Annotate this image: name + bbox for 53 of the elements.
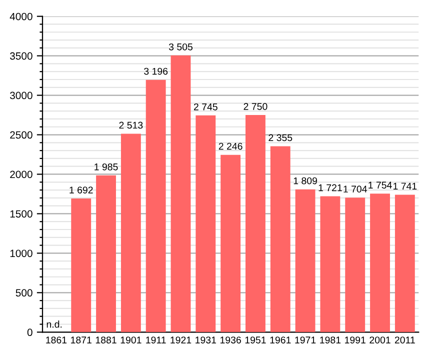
data-label: 1 754 xyxy=(368,182,392,189)
data-label: 1 704 xyxy=(344,186,367,193)
x-tick-label: 1936 xyxy=(220,336,241,344)
text: n.d. xyxy=(46,320,62,328)
bar xyxy=(270,146,290,332)
data-label: 2 355 xyxy=(268,134,292,142)
y-tick-label: 4000 xyxy=(10,12,32,20)
data-label: 3 196 xyxy=(144,68,168,75)
data-label: 1 985 xyxy=(94,163,118,170)
x-tick-label: 2011 xyxy=(394,336,415,344)
data-label: 1 741 xyxy=(394,182,417,190)
y-tick-label: 0 xyxy=(27,328,32,336)
data-label: 2 750 xyxy=(244,103,268,110)
x-tick-label: 1881 xyxy=(96,336,116,344)
data-label: 1 692 xyxy=(70,186,93,194)
bar xyxy=(71,198,92,332)
y-tick-label: 3500 xyxy=(10,52,32,60)
bar xyxy=(320,196,340,332)
bar xyxy=(394,194,415,332)
x-tick-label: 1901 xyxy=(120,336,142,344)
bar xyxy=(170,55,191,332)
x-tick-label: 1961 xyxy=(270,336,291,344)
x-tick-label: 1921 xyxy=(170,336,192,344)
y-tick-label: 500 xyxy=(16,289,32,297)
y-tick-label: 2000 xyxy=(10,170,32,178)
x-tick-label: 1991 xyxy=(345,336,366,344)
bar xyxy=(345,198,366,332)
data-label: 3 505 xyxy=(168,43,193,50)
bar xyxy=(96,175,116,332)
x-tick-label: 1971 xyxy=(295,336,316,344)
x-tick-label: 1981 xyxy=(320,336,341,344)
bar xyxy=(246,115,266,332)
data-label: 2 745 xyxy=(194,103,218,110)
data-label: 1 721 xyxy=(318,184,342,192)
x-tick-label: 2001 xyxy=(370,336,390,344)
x-tick-label: 1871 xyxy=(71,336,92,344)
x-tick-label: 1931 xyxy=(196,336,216,344)
x-tick-label: 1861 xyxy=(46,336,67,344)
data-label: 2 513 xyxy=(119,122,143,129)
bar xyxy=(146,80,166,332)
y-tick-label: 1000 xyxy=(10,250,32,258)
x-tick-label: 1911 xyxy=(146,336,166,344)
bar xyxy=(220,154,241,332)
y-tick-label: 2500 xyxy=(10,131,32,139)
bar xyxy=(295,189,316,332)
x-tick-label: 1951 xyxy=(245,336,266,344)
y-tick-label: 3000 xyxy=(10,92,32,100)
data-label: 1 809 xyxy=(294,177,317,184)
bar xyxy=(370,194,390,332)
data-label: 2 246 xyxy=(218,142,242,150)
bar xyxy=(196,115,216,332)
bar xyxy=(120,134,141,332)
y-tick-label: 1500 xyxy=(10,210,32,218)
